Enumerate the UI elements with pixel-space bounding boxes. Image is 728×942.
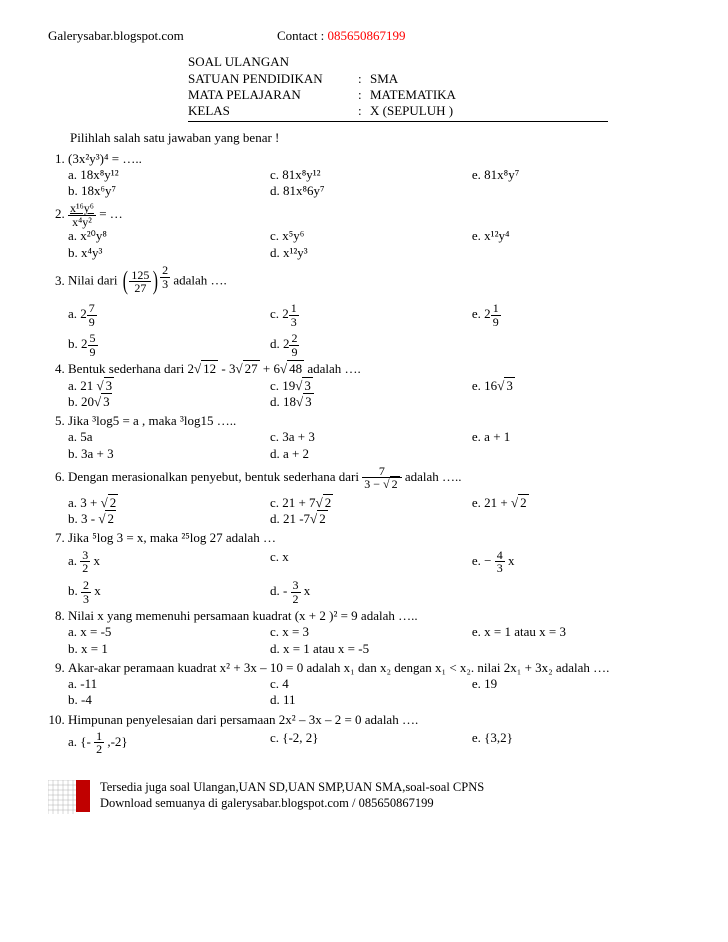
q10-options: a. {- 12 ,-2} c. {-2, 2} e. {3,2} — [68, 730, 680, 756]
title-rule — [188, 121, 608, 122]
q7-stem: Jika ⁵log 3 = x, maka ²⁵log 27 adalah … — [68, 530, 276, 545]
footer-grid-icon — [48, 780, 76, 814]
q1-stem: (3x²y³)⁴ = ….. — [68, 151, 142, 166]
contact-label: Contact : — [277, 28, 328, 43]
contact-value: 085650867199 — [328, 28, 406, 43]
question-9: Akar-akar peramaan kuadrat x² + 3x – 10 … — [68, 660, 680, 709]
q9-options: a. -11c. 4e. 19 b. -4d. 11 — [68, 676, 680, 709]
q9-stem: Akar-akar peramaan kuadrat x² + 3x – 10 … — [68, 660, 609, 675]
q5-stem: Jika ³log5 = a , maka ³log15 ….. — [68, 413, 236, 428]
question-4: Bentuk sederhana dari 212 - 327 + 648 ad… — [68, 361, 680, 410]
title-block: SOAL ULANGAN SATUAN PENDIDIKAN:SMA MATA … — [188, 54, 680, 122]
contact-block: Contact : 085650867199 — [277, 28, 406, 44]
question-3: Nilai dari (12527)23 adalah …. a. 279 c.… — [68, 264, 680, 358]
question-1: (3x²y³)⁴ = ….. a. 18x⁸y¹²c. 81x⁸y¹²e. 81… — [68, 151, 680, 200]
title-row-3: KELAS:X (SEPULUH ) — [188, 103, 680, 119]
q8-options: a. x = -5c. x = 3e. x = 1 atau x = 3 b. … — [68, 624, 680, 657]
q2-stem-frac: x¹⁶y⁶x⁴y² — [68, 202, 96, 228]
question-5: Jika ³log5 = a , maka ³log15 ….. a. 5ac.… — [68, 413, 680, 462]
q8-stem: Nilai x yang memenuhi persamaan kuadrat … — [68, 608, 418, 623]
question-10: Himpunan penyelesaian dari persamaan 2x²… — [68, 712, 680, 756]
q5-options: a. 5ac. 3a + 3e. a + 1 b. 3a + 3d. a + 2 — [68, 429, 680, 462]
title-row-1: SATUAN PENDIDIKAN:SMA — [188, 71, 680, 87]
question-7: Jika ⁵log 3 = x, maka ²⁵log 27 adalah … … — [68, 530, 680, 605]
q7-options: a. 32 x c. x e. − 43 x b. 23 x d. - 32 x — [68, 549, 680, 605]
q10-stem: Himpunan penyelesaian dari persamaan 2x²… — [68, 712, 418, 727]
title-line1: SOAL ULANGAN — [188, 54, 680, 70]
footer-red-block — [76, 780, 90, 812]
brand-text: Galerysabar.blogspot.com — [48, 28, 184, 44]
question-8: Nilai x yang memenuhi persamaan kuadrat … — [68, 608, 680, 657]
footer-text: Tersedia juga soal Ulangan,UAN SD,UAN SM… — [100, 780, 484, 811]
questions-list: (3x²y³)⁴ = ….. a. 18x⁸y¹²c. 81x⁸y¹²e. 81… — [50, 151, 680, 757]
q6-options: a. 3 + 2 c. 21 + 72 e. 21 + 2 b. 3 - 2 d… — [68, 495, 680, 528]
question-6: Dengan merasionalkan penyebut, bentuk se… — [68, 465, 680, 528]
q2-options: a. x²⁰y⁸c. x⁵y⁶e. x¹²y⁴ b. x⁴y³d. x¹²y³ — [68, 228, 680, 261]
question-2: x¹⁶y⁶x⁴y² = … a. x²⁰y⁸c. x⁵y⁶e. x¹²y⁴ b.… — [68, 202, 680, 261]
q3-options: a. 279 c. 213 e. 219 b. 259 d. 229 — [68, 302, 680, 358]
page-footer: Tersedia juga soal Ulangan,UAN SD,UAN SM… — [48, 780, 680, 814]
q1-options: a. 18x⁸y¹²c. 81x⁸y¹²e. 81x⁸y⁷ b. 18x⁶y⁷d… — [68, 167, 680, 200]
page-header: Galerysabar.blogspot.com Contact : 08565… — [48, 28, 680, 44]
instruction: Pilihlah salah satu jawaban yang benar ! — [70, 130, 680, 146]
title-row-2: MATA PELAJARAN:MATEMATIKA — [188, 87, 680, 103]
q4-options: a. 21 3 c. 193 e. 163 b. 203 d. 183 — [68, 378, 680, 411]
